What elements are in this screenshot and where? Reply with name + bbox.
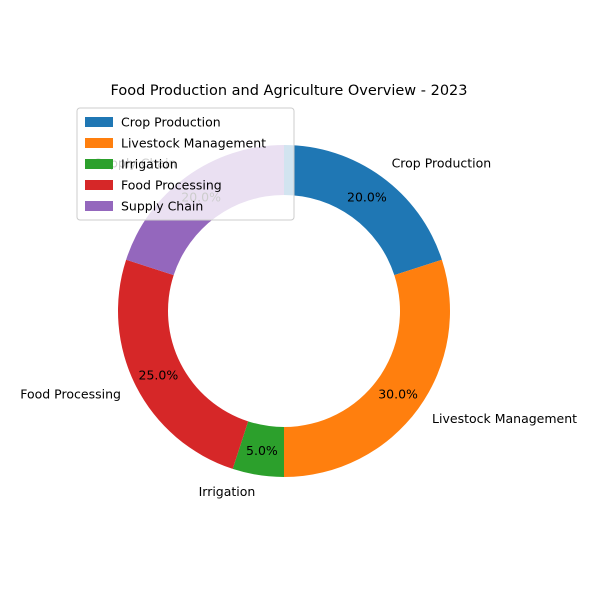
slice-pct-label-crop-production: 20.0% (347, 189, 387, 204)
legend-label-food-processing: Food Processing (121, 178, 222, 193)
slice-category-label-irrigation: Irrigation (199, 484, 256, 499)
slice-category-label-livestock-management: Livestock Management (432, 411, 577, 426)
slice-irrigation (232, 421, 284, 477)
slice-pct-label-irrigation: 5.0% (246, 443, 278, 458)
legend-label-livestock-management: Livestock Management (121, 136, 266, 151)
legend-swatch-irrigation (85, 159, 113, 169)
slice-food-processing (117, 259, 249, 469)
chart-title: Food Production and Agriculture Overview… (111, 83, 468, 99)
slice-category-label-crop-production: Crop Production (392, 155, 492, 170)
slice-crop-production (284, 145, 442, 276)
legend-swatch-crop-production (85, 117, 113, 127)
legend-swatch-supply-chain (85, 201, 113, 211)
legend-label-supply-chain: Supply Chain (121, 199, 203, 214)
slice-livestock-management (284, 259, 451, 477)
legend-label-crop-production: Crop Production (121, 115, 221, 130)
slice-pct-label-food-processing: 25.0% (139, 368, 179, 383)
slice-category-label-food-processing: Food Processing (20, 387, 121, 402)
legend-label-irrigation: Irrigation (121, 157, 178, 172)
legend-frame (76, 107, 295, 221)
legend: Crop Production Livestock Management Irrig… (76, 107, 295, 221)
slice-pct-label-livestock-management: 30.0% (378, 386, 418, 401)
legend-swatch-food-processing (85, 180, 113, 190)
legend-swatch-livestock-management (85, 138, 113, 148)
